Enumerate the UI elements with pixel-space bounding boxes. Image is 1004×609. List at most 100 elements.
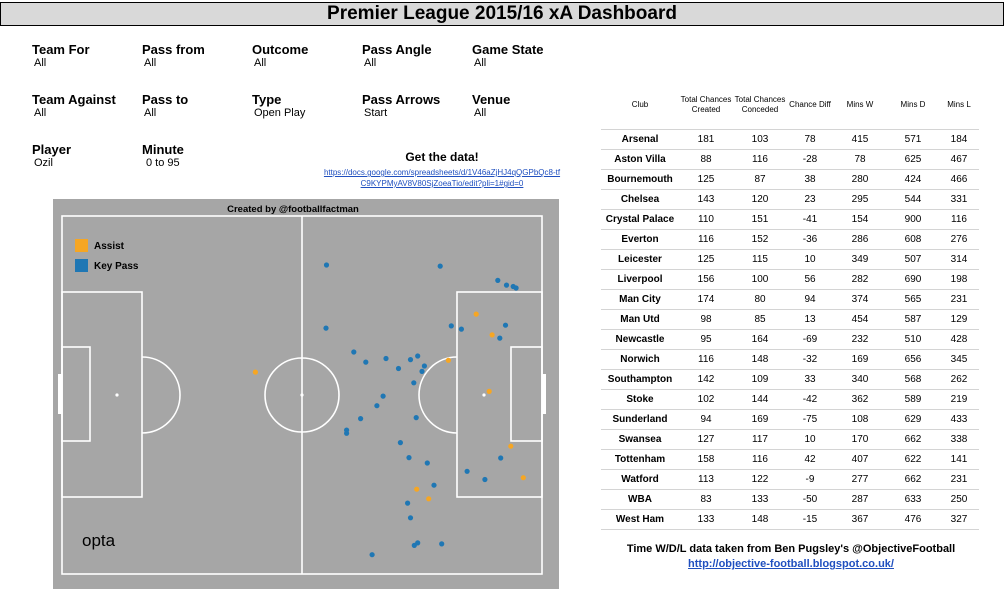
filter-label: Team Against [32,92,116,107]
stat-cell: 125 [679,169,733,190]
stat-cell: 287 [833,489,887,510]
stat-cell: 282 [833,269,887,290]
club-stats-table: Club Total Chances Created Total Chances C… [601,85,979,530]
table-row: West Ham 133 148 -15 367 476 327 [601,509,979,530]
filter-game-state[interactable]: Game State All [472,43,544,70]
filter-pass-angle[interactable]: Pass Angle All [362,43,432,70]
key-pass-point [405,500,411,506]
key-pass-point [351,349,357,355]
filter-pass-from[interactable]: Pass from All [142,43,205,70]
filter-value[interactable]: All [34,107,47,119]
spacer-cell [833,125,887,130]
stat-cell: 23 [787,189,833,210]
filter-value[interactable]: All [474,107,487,119]
legend-label: Assist [94,241,125,252]
key-pass-point [495,277,501,283]
filter-venue[interactable]: Venue All [472,93,510,120]
left-penalty-spot [115,393,119,397]
spacer-cell [733,125,787,130]
filter-label: Game State [472,42,544,57]
stat-cell: 141 [939,449,979,470]
stat-cell: -36 [787,229,833,250]
filter-label: Minute [142,142,184,157]
club-name-cell: Stoke [601,389,679,410]
stat-cell: 87 [733,169,787,190]
stat-cell: 102 [679,389,733,410]
key-pass-point [395,365,402,372]
stat-cell: 10 [787,249,833,270]
stat-cell: 507 [887,249,939,270]
key-pass-point [383,355,389,362]
stat-cell: 78 [833,149,887,170]
dashboard-title: Premier League 2015/16 xA Dashboard [0,2,1004,26]
club-name-cell: WBA [601,489,679,510]
stat-cell: 262 [939,369,979,390]
filter-value[interactable]: All [364,57,377,69]
filter-value[interactable]: All [144,57,157,69]
filter-team-for[interactable]: Team For All [32,43,90,70]
stat-cell: 510 [887,329,939,350]
stat-cell: 608 [887,229,939,250]
filter-player[interactable]: Player Ozil [32,143,71,170]
key-pass-point [415,540,421,546]
stat-cell: 338 [939,429,979,450]
column-header: Mins L [947,100,971,109]
stat-cell: 367 [833,509,887,530]
filter-type[interactable]: Type Open Play [252,93,305,120]
club-name-cell: Norwich [601,349,679,370]
filter-value[interactable]: Open Play [254,107,306,119]
stat-cell: 129 [939,309,979,330]
club-name-cell: Newcastle [601,329,679,350]
filter-value[interactable]: All [144,107,157,119]
filter-value[interactable]: All [34,57,47,69]
stat-cell: 544 [887,189,939,210]
get-data-link[interactable]: https://docs.google.com/spreadsheets/d/1… [323,168,561,188]
table-row: Bournemouth 125 87 38 280 424 466 [601,169,979,190]
stat-cell: -9 [787,469,833,490]
pitch-svg: Created by @footballfactman Assist Key Pa… [53,199,559,589]
filter-pass-arrows[interactable]: Pass Arrows Start [362,93,440,120]
club-name-cell: Bournemouth [601,169,679,190]
table-row: Aston Villa 88 116 -28 78 625 467 [601,149,979,170]
club-name-cell: Man City [601,289,679,310]
table-row: Man City 174 80 94 374 565 231 [601,289,979,310]
filter-label: Outcome [252,42,309,57]
pitch-legend: Assist Key Pass [75,239,139,272]
stat-cell: 571 [887,129,939,150]
key-pass-point [482,476,488,483]
assist-point [445,357,451,363]
filter-value[interactable]: Ozil [34,157,53,169]
pitch-caption: Created by @footballfactman [227,204,359,215]
key-pass-point [458,326,464,332]
key-pass-point [419,368,425,374]
filter-team-against[interactable]: Team Against All [32,93,116,120]
filter-value[interactable]: Start [364,107,388,119]
stat-cell: 169 [733,409,787,430]
stat-cell: 629 [887,409,939,430]
club-name-cell: Sunderland [601,409,679,430]
stat-cell: 565 [887,289,939,310]
table-row: Norwich 116 148 -32 169 656 345 [601,349,979,370]
stat-cell: 415 [833,129,887,150]
stat-cell: 108 [833,409,887,430]
filter-value[interactable]: All [254,57,267,69]
filter-minute[interactable]: Minute 0 to 95 [142,143,184,170]
filter-label: Pass Angle [362,42,432,57]
club-name-cell: Swansea [601,429,679,450]
assist-point [414,486,420,492]
stat-cell: 286 [833,229,887,250]
club-name-cell: Southampton [601,369,679,390]
stat-cell: 80 [733,289,787,310]
filter-value[interactable]: 0 to 95 [146,157,180,169]
filter-outcome[interactable]: Outcome All [252,43,308,70]
stat-cell: 433 [939,409,979,430]
stat-cell: -69 [787,329,833,350]
pitch-chart: Created by @footballfactman Assist Key Pa… [53,199,559,589]
filter-value[interactable]: All [474,57,487,69]
table-row: Newcastle 95 164 -69 232 510 428 [601,329,979,350]
filter-pass-to[interactable]: Pass to All [142,93,188,120]
credit-link[interactable]: http://objective-football.blogspot.co.uk… [688,558,894,570]
stat-cell: 158 [679,449,733,470]
assist-point [489,332,495,338]
key-pass-point [497,335,503,341]
